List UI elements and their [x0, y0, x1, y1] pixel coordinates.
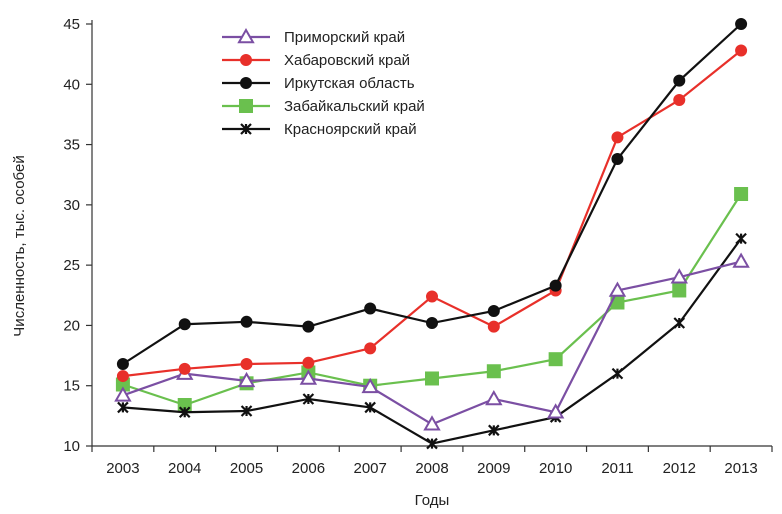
data-point: [364, 342, 377, 355]
data-point: [611, 131, 624, 144]
legend-label: Красноярский край: [284, 121, 417, 138]
y-tick-label: 15: [63, 378, 80, 395]
data-point: [548, 352, 563, 367]
data-point: [117, 401, 129, 414]
data-point: [237, 371, 256, 388]
x-axis-title: Годы: [415, 492, 450, 509]
data-point: [486, 364, 501, 379]
data-point: [670, 268, 688, 284]
y-tick-label: 20: [63, 317, 80, 334]
data-point: [487, 304, 500, 317]
data-point: [672, 283, 687, 298]
data-point: [361, 377, 379, 394]
series-1: [114, 252, 750, 431]
y-tick-label: 25: [63, 257, 80, 274]
legend-label: Иркутская область: [284, 75, 415, 92]
x-tick-label: 2008: [415, 460, 448, 477]
y-tick-label: 45: [63, 16, 80, 33]
data-point: [115, 377, 130, 392]
legend-item: Красноярский край: [222, 121, 417, 138]
x-tick-label: 2011: [601, 460, 633, 477]
data-point: [611, 153, 624, 166]
y-tick-label: 35: [63, 137, 80, 154]
data-point: [735, 44, 748, 57]
data-point: [240, 405, 253, 417]
data-point: [673, 317, 686, 329]
data-point: [178, 362, 191, 375]
data-point: [735, 18, 748, 30]
legend-label: Приморский край: [284, 29, 405, 46]
data-point: [178, 318, 191, 331]
data-point: [423, 415, 441, 431]
data-point: [735, 232, 747, 245]
legend-label: Забайкальский край: [284, 98, 425, 115]
legend-marker: [240, 123, 252, 135]
y-tick-label: 10: [63, 438, 80, 455]
data-point: [546, 403, 565, 419]
legend-item: Иркутская область: [222, 75, 415, 92]
data-point: [734, 187, 749, 202]
x-tick-label: 2003: [106, 460, 139, 477]
x-tick-label: 2012: [663, 460, 696, 477]
data-point: [302, 356, 315, 369]
legend-label: Хабаровский край: [284, 52, 410, 69]
series-2: [116, 44, 748, 383]
data-point: [549, 279, 562, 292]
legend-item: Хабаровский край: [222, 52, 410, 69]
data-point: [485, 389, 503, 406]
data-point: [488, 424, 500, 437]
data-point: [299, 369, 318, 385]
data-point: [302, 320, 315, 333]
y-axis-title: Численность, тыс. особей: [11, 155, 28, 336]
series-5: [117, 232, 747, 450]
x-tick-label: 2013: [724, 460, 757, 477]
legend-marker: [240, 54, 252, 66]
x-tick-label: 2009: [477, 460, 510, 477]
data-point: [426, 437, 438, 450]
data-point: [426, 317, 438, 330]
data-point: [487, 320, 500, 333]
legend-item: Забайкальский край: [222, 98, 425, 115]
legend-marker: [239, 99, 253, 113]
x-tick-label: 2005: [230, 460, 263, 477]
series-line: [122, 23, 742, 365]
data-point: [178, 406, 191, 419]
data-point: [364, 302, 377, 315]
x-tick-label: 2006: [292, 460, 325, 477]
data-point: [608, 281, 627, 297]
data-point: [732, 252, 750, 268]
data-point: [116, 370, 129, 383]
x-tick-label: 2010: [539, 460, 572, 477]
data-point: [673, 74, 686, 87]
y-tick-label: 30: [63, 197, 80, 214]
y-tick-label: 40: [63, 76, 80, 93]
data-point: [114, 386, 132, 402]
series-line: [122, 260, 742, 426]
data-point: [302, 393, 315, 405]
legend-marker: [240, 77, 252, 89]
data-point: [240, 358, 253, 371]
data-point: [673, 93, 686, 106]
x-tick-label: 2007: [353, 460, 386, 477]
data-point: [240, 315, 253, 328]
legend-item: Приморский край: [222, 27, 405, 46]
data-point: [425, 371, 439, 386]
legend-marker: [237, 27, 255, 44]
data-point: [426, 290, 438, 303]
x-tick-label: 2004: [168, 460, 201, 477]
series-3: [116, 18, 748, 371]
data-point: [116, 358, 129, 371]
data-point: [364, 401, 376, 414]
series-line: [122, 237, 742, 445]
data-point: [611, 367, 624, 380]
